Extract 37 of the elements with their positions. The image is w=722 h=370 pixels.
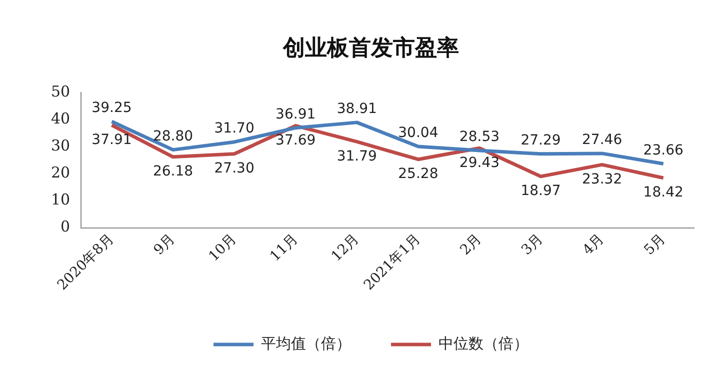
y-tick-label: 50 — [50, 82, 70, 100]
data-label: 27.46 — [582, 132, 622, 148]
data-label: 28.53 — [459, 129, 500, 146]
x-tick-label: 9月 — [150, 230, 178, 258]
x-tick-label: 3月 — [518, 230, 546, 258]
data-label: 36.91 — [276, 106, 316, 122]
data-label: 25.28 — [398, 166, 438, 182]
y-tick-label: 0 — [60, 218, 70, 236]
x-tick-label: 4月 — [580, 230, 608, 258]
data-label: 30.04 — [398, 125, 438, 142]
legend-label: 中位数（倍） — [438, 334, 528, 352]
chart-title: 创业板首发市盈率 — [282, 34, 459, 61]
x-tick-label: 5月 — [641, 230, 669, 258]
y-tick-label: 10 — [50, 190, 70, 209]
data-label: 18.97 — [520, 183, 561, 200]
y-tick-label: 30 — [50, 136, 70, 154]
data-label: 23.32 — [582, 171, 622, 188]
x-tick-label: 11月 — [267, 230, 302, 265]
data-label: 38.91 — [336, 101, 377, 118]
data-label: 31.70 — [214, 120, 254, 137]
x-tick-label: 10月 — [206, 230, 240, 265]
data-label: 27.30 — [214, 160, 254, 177]
data-label: 28.80 — [152, 128, 194, 144]
data-label: 23.66 — [643, 142, 684, 158]
y-tick-label: 40 — [50, 109, 70, 128]
data-label: 27.29 — [520, 132, 561, 149]
data-label: 37.69 — [276, 132, 316, 148]
x-tick-label: 12月 — [328, 230, 362, 265]
data-label: 26.18 — [152, 164, 194, 180]
data-label: 39.25 — [92, 100, 132, 116]
data-label: 37.91 — [92, 132, 132, 148]
data-label: 18.42 — [643, 184, 684, 201]
y-tick-label: 20 — [50, 164, 70, 182]
data-label: 29.43 — [459, 154, 500, 171]
legend-label: 平均值（倍） — [261, 334, 351, 352]
x-tick-label: 2月 — [457, 230, 485, 258]
data-label: 31.79 — [336, 148, 377, 164]
